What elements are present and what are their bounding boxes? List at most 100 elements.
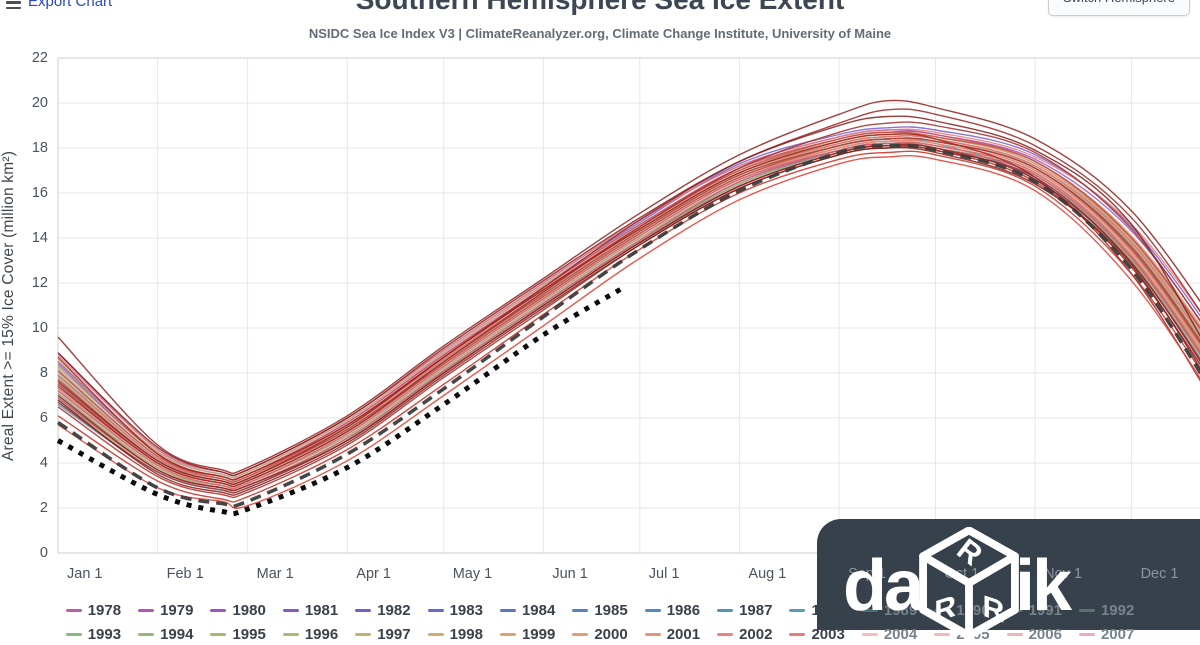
series-line-1981 xyxy=(57,142,1200,492)
legend-dash-icon xyxy=(717,633,734,636)
legend-dash-icon xyxy=(789,609,806,612)
y-tick-label: 18 xyxy=(31,140,48,156)
y-axis-title: Areal Extent >= 15% Ice Cover (million k… xyxy=(0,150,17,461)
legend-year-label: 1985 xyxy=(594,602,628,619)
legend-year-label: 1999 xyxy=(521,626,556,643)
legend-year-label: 1987 xyxy=(739,602,773,619)
y-tick-label: 0 xyxy=(39,545,48,561)
legend-item-1985[interactable]: 1985 xyxy=(572,602,628,619)
series-line-2015 xyxy=(57,115,1200,477)
series-line-1990 xyxy=(57,141,1200,490)
svg-text:R: R xyxy=(934,588,956,629)
series-line-1989 xyxy=(57,137,1200,485)
export-chart-label: Export Chart xyxy=(28,0,113,10)
series-line-1980 xyxy=(57,129,1200,477)
x-tick-label: Mar 1 xyxy=(256,566,294,582)
svg-text:R: R xyxy=(982,588,1004,629)
legend-dash-icon xyxy=(210,633,227,636)
series-line-1996 xyxy=(57,139,1200,488)
series-line-2013 xyxy=(57,108,1200,486)
legend-item-1994[interactable]: 1994 xyxy=(138,626,193,643)
plot-area[interactable] xyxy=(0,0,1200,630)
x-tick-label: Aug 1 xyxy=(748,566,787,582)
x-tick-label: Sep 1 xyxy=(848,566,886,582)
legend-item-1979[interactable]: 1979 xyxy=(138,602,193,619)
legend-dash-icon xyxy=(861,609,878,612)
switch-hemisphere-button[interactable]: Switch Hemisphere xyxy=(1048,0,1190,16)
series-line-2021 xyxy=(57,146,1200,496)
legend-item-2003[interactable]: 2003 xyxy=(789,626,845,643)
legend-item-1980[interactable]: 1980 xyxy=(210,602,266,619)
series-line-2005 xyxy=(57,141,1200,490)
legend-year-label: 1982 xyxy=(377,602,411,619)
legend-dash-icon xyxy=(644,633,661,636)
legend-item-1989[interactable]: 1989 xyxy=(861,602,917,619)
legend-item-1996[interactable]: 1996 xyxy=(282,626,338,643)
legend-year-label: 2000 xyxy=(594,626,628,643)
legend-item-2007[interactable]: 2007 xyxy=(1078,626,1135,643)
legend-dash-icon xyxy=(427,633,444,636)
series-line-1999 xyxy=(57,135,1200,485)
legend-item-1999[interactable]: 1999 xyxy=(499,626,556,643)
y-tick-label: 12 xyxy=(31,275,48,291)
watermark-logo: da R R R ik xyxy=(843,527,1072,645)
legend-year-label: 1991 xyxy=(1028,602,1062,619)
page-title: Southern Hemisphere Sea Ice Extent xyxy=(0,0,1200,15)
legend-dash-icon xyxy=(65,633,82,636)
series-line-1998 xyxy=(57,131,1200,479)
legend-dash-icon xyxy=(499,633,516,636)
x-tick-label: Dec 1 xyxy=(1140,566,1179,582)
series-line-2007 xyxy=(57,130,1200,481)
series-line-2022 xyxy=(57,143,1200,509)
legend-item-1992[interactable]: 1992 xyxy=(1078,602,1134,619)
legend-item-1988[interactable]: 1988 xyxy=(789,602,845,619)
series-line-2009 xyxy=(57,137,1200,488)
series-line-2000 xyxy=(57,132,1200,481)
legend-item-1997[interactable]: 1997 xyxy=(355,626,411,643)
legend-dash-icon xyxy=(499,609,516,612)
legend-item-1986[interactable]: 1986 xyxy=(644,602,701,619)
legend-item-1983[interactable]: 1983 xyxy=(427,602,483,619)
legend-year-label: 1986 xyxy=(666,602,701,619)
legend-dash-icon xyxy=(210,609,227,612)
legend-item-1978[interactable]: 1978 xyxy=(65,602,122,619)
legend-year-label: 1981 xyxy=(304,602,339,619)
legend-dash-icon xyxy=(934,609,951,612)
legend-dash-icon xyxy=(282,633,299,636)
legend-dash-icon xyxy=(1078,633,1095,636)
series-line-2012 xyxy=(57,121,1200,488)
legend-item-1998[interactable]: 1998 xyxy=(427,626,483,643)
export-chart-button[interactable]: Export Chart xyxy=(6,0,112,10)
y-tick-label: 20 xyxy=(31,95,48,111)
legend-dash-icon xyxy=(717,609,734,612)
legend-item-2001[interactable]: 2001 xyxy=(644,626,700,643)
legend-item-2002[interactable]: 2002 xyxy=(717,626,772,643)
legend-item-2000[interactable]: 2000 xyxy=(572,626,628,643)
legend-item-1984[interactable]: 1984 xyxy=(499,602,555,619)
legend-row-1: 1978 1979 1980 1981 1982 1983 1984 1985 1986 1987… xyxy=(0,602,1200,619)
y-tick-label: 22 xyxy=(31,50,48,66)
legend-dash-icon xyxy=(355,633,372,636)
series-line-1984 xyxy=(57,144,1200,494)
series-line-1988 xyxy=(57,144,1200,494)
legend-year-label: 2007 xyxy=(1100,626,1135,643)
series-line-2008 xyxy=(57,131,1200,483)
legend-item-1982[interactable]: 1982 xyxy=(355,602,411,619)
series-line-2020 xyxy=(57,143,1200,492)
legend-item-1995[interactable]: 1995 xyxy=(210,626,266,643)
legend-item-1987[interactable]: 1987 xyxy=(717,602,772,619)
y-tick-label: 6 xyxy=(39,410,48,426)
series-line-2016 xyxy=(57,133,1200,481)
series-line-2019 xyxy=(57,146,1200,499)
x-tick-label: Feb 1 xyxy=(166,566,204,582)
legend-year-label: 1997 xyxy=(377,626,411,643)
legend-dash-icon xyxy=(572,609,589,612)
legend-item-1981[interactable]: 1981 xyxy=(282,602,339,619)
legend-year-label: 1978 xyxy=(87,602,122,619)
legend-year-label: 1994 xyxy=(160,626,194,643)
y-tick-label: 10 xyxy=(31,320,48,336)
page-subtitle: NSIDC Sea Ice Index V3 | ClimateReanalyz… xyxy=(308,26,892,41)
legend-year-label: 2003 xyxy=(811,626,845,643)
series-line-1978 xyxy=(57,132,1200,481)
legend-item-1993[interactable]: 1993 xyxy=(65,626,121,643)
